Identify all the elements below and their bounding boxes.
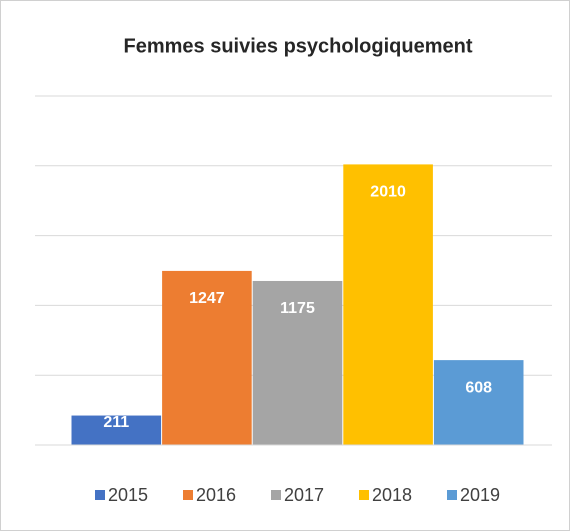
- legend-label: 2018: [372, 485, 412, 505]
- data-label: 608: [465, 379, 492, 396]
- bar: [343, 164, 433, 446]
- data-label: 2010: [370, 184, 406, 201]
- legend-swatch: [447, 490, 457, 500]
- legend-label: 2015: [108, 485, 148, 505]
- legend-label: 2016: [196, 485, 236, 505]
- data-label: 211: [103, 414, 129, 431]
- legend-swatch: [95, 490, 105, 500]
- legend-swatch: [271, 490, 281, 500]
- legend-swatch: [183, 490, 193, 500]
- legend-swatch: [359, 490, 369, 500]
- bar: [162, 270, 252, 445]
- chart-title: Femmes suivies psychologiquement: [124, 35, 473, 57]
- bar: [71, 415, 162, 445]
- bar: [433, 360, 524, 445]
- legend-label: 2017: [284, 485, 324, 505]
- legend-label: 2019: [460, 485, 500, 505]
- bar: [252, 280, 343, 445]
- data-label: 1175: [280, 300, 315, 317]
- data-label: 1247: [189, 290, 225, 307]
